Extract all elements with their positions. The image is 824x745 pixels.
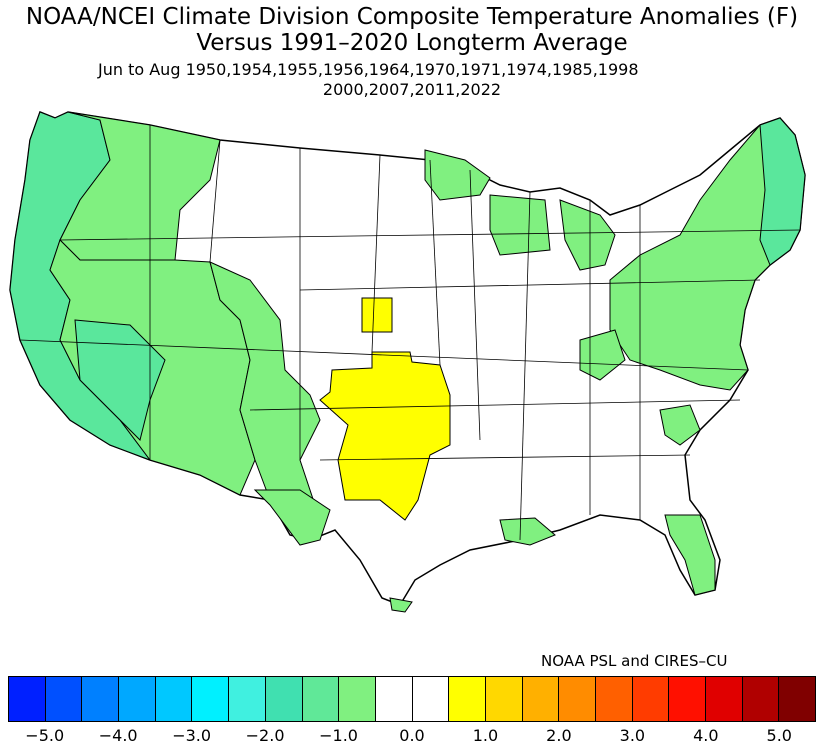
region-carolinas bbox=[659, 404, 701, 446]
region-minnesota-north bbox=[424, 149, 491, 201]
colorbar-cell bbox=[522, 677, 560, 721]
colorbar-cell bbox=[449, 677, 486, 721]
colorbar-tick-label: −2.0 bbox=[245, 726, 285, 745]
colorbar-legend bbox=[8, 676, 816, 722]
data-credit: NOAA PSL and CIRES–CU bbox=[541, 652, 728, 670]
colorbar-cell bbox=[412, 677, 450, 721]
colorbar-tick-label: −5.0 bbox=[25, 726, 65, 745]
colorbar-cell bbox=[339, 677, 376, 721]
colorbar-tick-label: −1.0 bbox=[319, 726, 358, 745]
colorbar-cell bbox=[742, 677, 780, 721]
colorbar-tick-label: 0.0 bbox=[399, 726, 425, 745]
colorbar-cell bbox=[45, 677, 83, 721]
map-subtitle: Versus 1991–2020 Longterm Average bbox=[196, 30, 628, 56]
colorbar-tick-labels: −5.0 −4.0 −3.0 −2.0 −1.0 0.0 1.0 2.0 3.0 4.0 5.0 bbox=[0, 726, 824, 745]
colorbar-tick-label: 5.0 bbox=[766, 726, 792, 745]
colorbar-cell bbox=[559, 677, 596, 721]
us-climate-division-map bbox=[9, 111, 806, 613]
colorbar-cell bbox=[119, 677, 156, 721]
colorbar-cell bbox=[596, 677, 633, 721]
colorbar-tick-label: −4.0 bbox=[98, 726, 138, 745]
colorbar-cell bbox=[669, 677, 707, 721]
colorbar-cell bbox=[82, 677, 120, 721]
colorbar-cell bbox=[375, 677, 413, 721]
colorbar-tick-label: 4.0 bbox=[693, 726, 719, 745]
colorbar-cell bbox=[302, 677, 340, 721]
region-southwest-desert bbox=[74, 319, 166, 441]
region-southern-plains-warm bbox=[319, 351, 451, 521]
colorbar-cell bbox=[9, 677, 46, 721]
colorbar-tick-label: −3.0 bbox=[172, 726, 212, 745]
region-florida bbox=[664, 514, 716, 596]
colorbar-cell bbox=[265, 677, 303, 721]
region-louisiana-coast bbox=[499, 517, 556, 546]
colorbar-cell bbox=[229, 677, 266, 721]
map-years-line-2: 2000,2007,2011,2022 bbox=[322, 80, 502, 99]
colorbar-tick-label: 3.0 bbox=[619, 726, 646, 745]
region-west-texas bbox=[253, 489, 331, 546]
region-ohio-valley bbox=[579, 329, 626, 381]
region-michigan bbox=[559, 199, 616, 271]
colorbar-tick-label: 2.0 bbox=[546, 726, 572, 745]
colorbar-tick-label: 1.0 bbox=[472, 726, 499, 745]
division-boundaries bbox=[19, 125, 801, 541]
region-new-england-coast bbox=[759, 117, 806, 266]
colorbar-cell bbox=[192, 677, 230, 721]
colorbar-cell bbox=[632, 677, 670, 721]
region-south-texas-tip bbox=[389, 597, 413, 613]
colorbar-cell bbox=[779, 677, 816, 721]
colorbar-cell bbox=[485, 677, 523, 721]
colorbar-cell bbox=[706, 677, 743, 721]
region-great-lakes bbox=[489, 194, 551, 256]
colorbar-cell bbox=[155, 677, 193, 721]
region-nebraska-warm bbox=[361, 297, 393, 333]
map-title: NOAA/NCEI Climate Division Composite Tem… bbox=[25, 4, 799, 30]
map-years-line-1: Jun to Aug 1950,1954,1955,1956,1964,1970… bbox=[98, 60, 639, 79]
